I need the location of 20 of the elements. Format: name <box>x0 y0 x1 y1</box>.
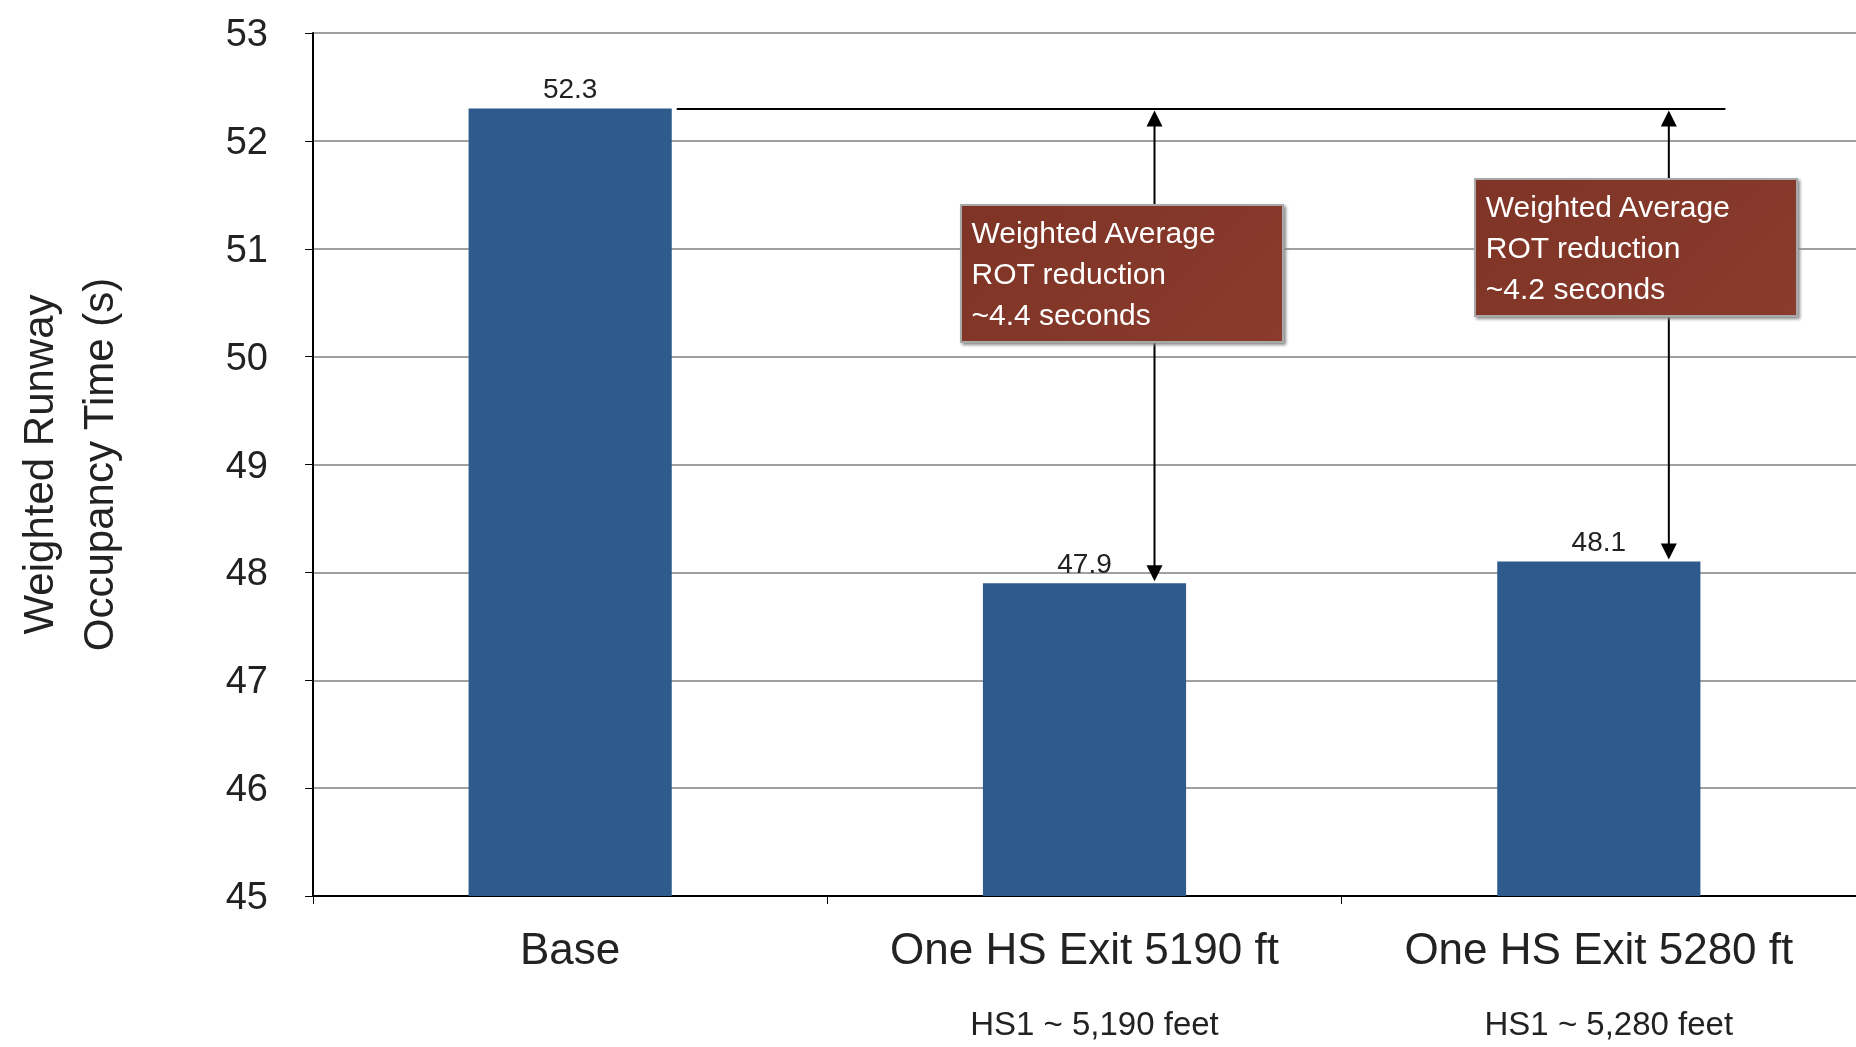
data-label: 52.3 <box>542 73 598 105</box>
data-label: 47.9 <box>1057 547 1112 579</box>
y-tick-label: 52 <box>225 119 268 162</box>
y-tick-label: 49 <box>225 443 268 486</box>
x-tick-label: One HS Exit 5280 ft <box>1404 923 1794 973</box>
y-tick-label: 45 <box>225 875 268 917</box>
y-tick-label: 53 <box>225 12 268 54</box>
text: HS1 ~ 5,280 feet <box>1484 1005 1734 1043</box>
x-tick-label: Base <box>520 923 621 973</box>
y-tick-label: 47 <box>225 659 268 702</box>
data-label: 48.1 <box>1571 526 1627 558</box>
x-tick-label: One HS Exit 5190 ft <box>890 923 1279 973</box>
y-tick-label: 50 <box>225 335 268 378</box>
y-axis-title: Weighted Runway Occupancy Time (s) <box>14 277 122 652</box>
text: HS1 ~ 5,190 feet <box>970 1005 1219 1043</box>
y-tick-label: 51 <box>225 227 268 270</box>
annotation: Weighted Average ROT reduction ~4.2 seconds <box>1473 178 1798 318</box>
y-tick-label: 48 <box>225 551 268 594</box>
y-tick-label: 46 <box>225 767 268 810</box>
annotation: Weighted Average ROT reduction ~4.4 seconds <box>959 203 1284 343</box>
